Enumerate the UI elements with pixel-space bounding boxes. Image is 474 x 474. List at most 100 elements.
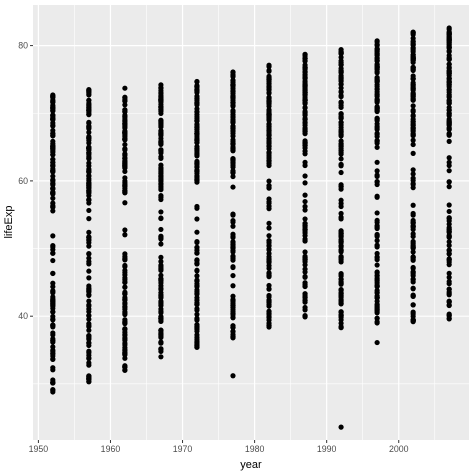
data-point [302,131,308,137]
data-point [302,294,308,301]
data-point [86,180,92,186]
data-point [302,283,308,290]
data-point [158,258,164,265]
data-point [50,182,56,188]
data-point [338,62,344,68]
data-point [446,270,452,277]
data-point [194,203,200,210]
data-point [122,107,128,113]
data-point [86,145,92,152]
data-point [50,270,56,277]
data-point [230,315,236,321]
data-point [338,276,344,282]
data-point [266,95,272,101]
data-point [194,161,200,167]
data-point [410,126,416,132]
data-point [158,310,164,316]
data-point [266,220,272,226]
data-point [446,99,452,105]
data-point [194,229,200,235]
data-point [158,172,164,179]
data-point [230,243,236,250]
data-point [86,97,92,103]
data-point [194,290,200,296]
data-point [158,164,164,171]
data-point [86,207,92,214]
data-point [50,244,56,250]
data-point [266,225,272,231]
data-point [302,236,308,242]
data-point [50,377,56,383]
data-point [338,88,344,95]
data-point [230,141,236,147]
data-point [194,130,200,137]
data-point [50,108,56,114]
data-point [230,69,236,76]
data-point [374,159,380,165]
data-point [50,112,56,118]
data-point [266,114,272,120]
data-point [374,91,380,97]
data-point [302,216,308,222]
data-point [446,179,452,185]
data-point [374,193,380,199]
data-point [410,108,416,115]
data-point [230,298,236,304]
data-point [338,128,344,135]
data-point [302,100,308,106]
data-point [410,150,416,156]
data-point [230,283,236,289]
data-point [446,262,452,268]
data-point [122,310,128,316]
data-point [446,313,452,319]
data-point [374,179,380,185]
data-point [446,247,452,253]
data-point [374,96,380,102]
data-point [122,96,128,103]
data-point [338,210,344,217]
data-point [302,64,308,70]
data-point [158,262,164,268]
data-point [158,209,164,215]
data-point [266,322,272,329]
data-point [446,286,452,292]
data-point [86,373,92,379]
data-point [194,121,200,127]
data-point [266,101,272,107]
data-point [338,72,344,79]
data-point [50,168,56,174]
data-point [194,334,200,340]
y-tick-label: 80 [18,41,28,51]
data-point [86,235,92,241]
data-point [446,298,452,304]
data-point [158,154,164,160]
data-point [122,275,128,281]
data-point [374,173,380,180]
data-point [410,231,416,237]
data-point [194,247,200,253]
plot-panel [33,5,469,440]
data-point [230,146,236,152]
data-point [86,250,92,257]
data-point [302,299,308,305]
data-point [374,123,380,129]
data-point [374,250,380,257]
data-point [86,292,92,298]
data-point [194,267,200,273]
data-point [230,130,236,136]
data-point [374,210,380,216]
data-point [122,181,128,187]
data-point [410,212,416,218]
data-point [446,184,452,190]
data-point [302,148,308,154]
data-point [446,242,452,249]
data-point [446,119,452,126]
y-tick-label: 60 [18,176,28,186]
data-point [230,249,236,255]
data-point [194,306,200,312]
data-point [122,121,128,127]
data-point [86,240,92,246]
data-point [266,128,272,134]
data-point [86,107,92,114]
data-point [230,159,236,165]
